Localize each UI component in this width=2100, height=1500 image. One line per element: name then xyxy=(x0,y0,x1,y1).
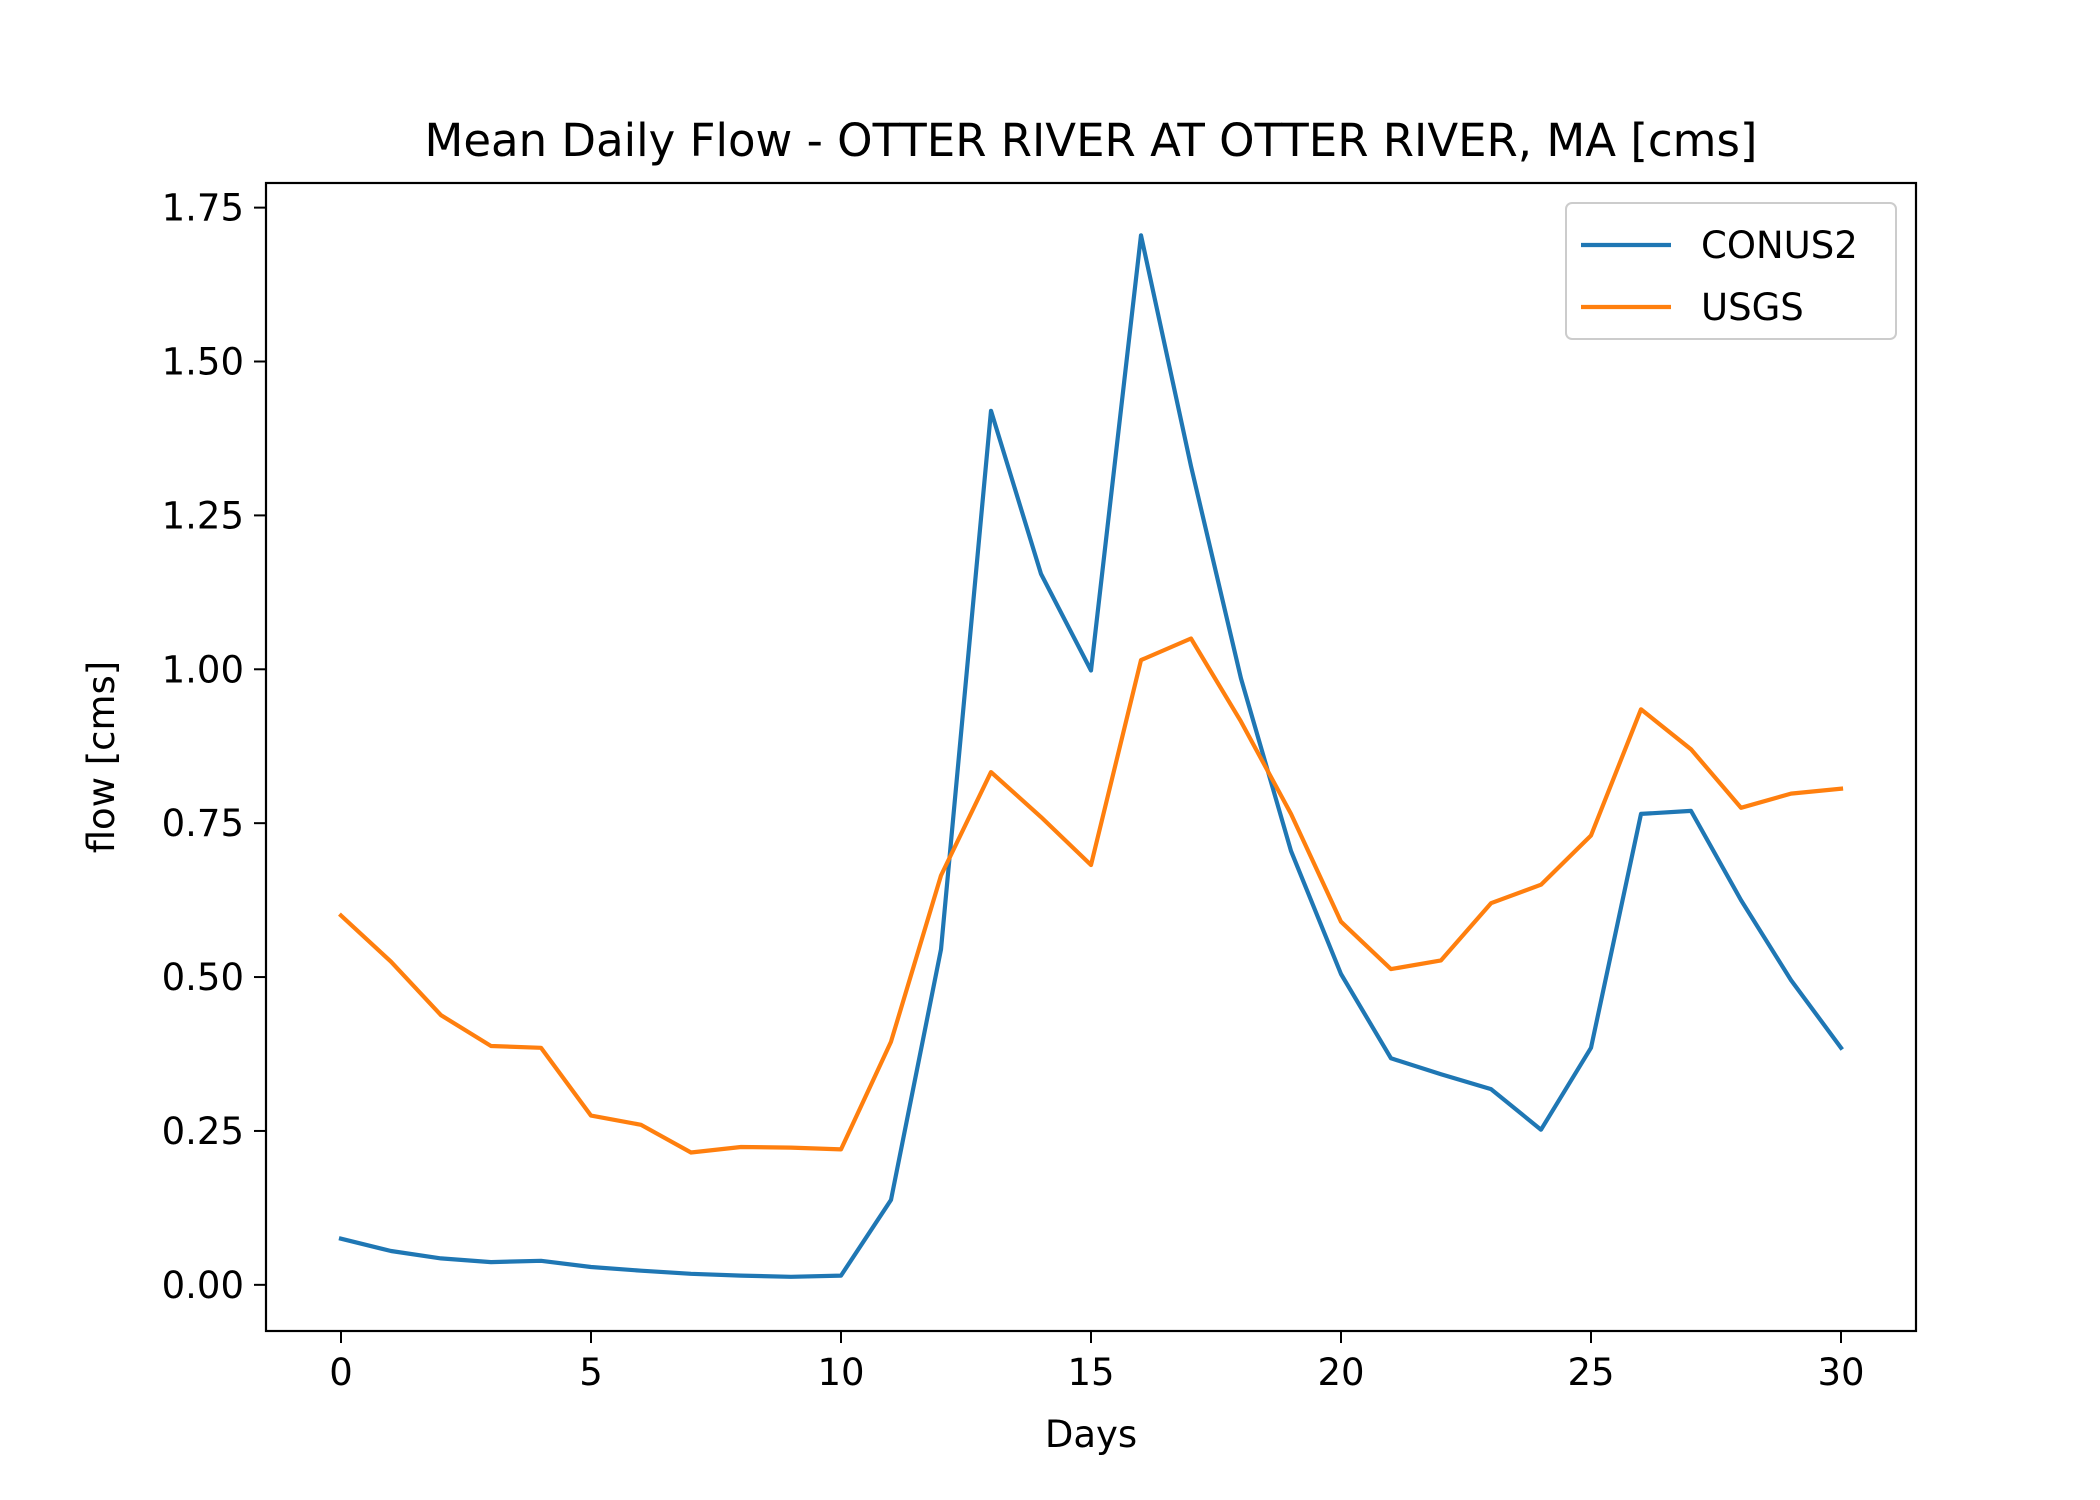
y-tick-label: 0.75 xyxy=(162,802,244,845)
y-tick-label: 1.00 xyxy=(162,648,244,691)
x-tick-label: 20 xyxy=(1317,1351,1364,1394)
series-line-usgs xyxy=(338,636,1844,1155)
y-tick-label: 1.75 xyxy=(162,187,244,230)
y-axis-label: flow [cms] xyxy=(80,661,123,854)
y-tick-label: 1.50 xyxy=(162,341,244,384)
legend: CONUS2 USGS xyxy=(1565,202,1897,340)
x-tick-label: 10 xyxy=(817,1351,864,1394)
x-axis-label: Days xyxy=(1045,1413,1137,1456)
y-tick-label: 1.25 xyxy=(162,494,244,537)
x-tick-label: 5 xyxy=(579,1351,603,1394)
x-tick-label: 0 xyxy=(329,1351,353,1394)
x-tick-label: 30 xyxy=(1817,1351,1864,1394)
x-tick-label: 25 xyxy=(1567,1351,1614,1394)
plot-area xyxy=(264,181,1918,1333)
series-line-conus2 xyxy=(338,233,1844,1279)
y-tick-label: 0.50 xyxy=(162,956,244,999)
y-tick-label: 0.25 xyxy=(162,1110,244,1153)
chart-title: Mean Daily Flow - OTTER RIVER AT OTTER R… xyxy=(425,114,1758,167)
legend-label-usgs: USGS xyxy=(1701,286,1804,329)
x-axis: 0 5 10 15 20 25 30 xyxy=(329,1331,1865,1394)
x-tick-label: 15 xyxy=(1067,1351,1114,1394)
plot-frame xyxy=(264,181,1918,1333)
y-tick-label: 0.00 xyxy=(162,1264,244,1307)
legend-label-conus2: CONUS2 xyxy=(1701,224,1858,267)
y-axis: 0.00 0.25 0.50 0.75 1.00 1.25 1.50 1.75 xyxy=(162,187,266,1307)
